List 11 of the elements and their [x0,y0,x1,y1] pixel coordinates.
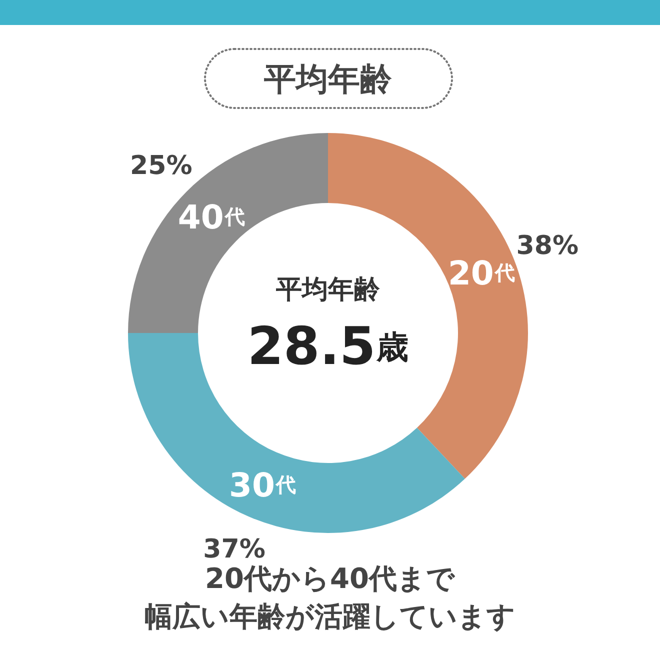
text: 幅広い年齢が活躍しています [144,600,516,633]
slice-label: 40代 [178,196,245,236]
data-label: 37% [203,534,266,565]
chart-title: 平均年齢 [263,60,392,98]
text: 平均年齢 [275,275,381,305]
text: 28.5歳 [247,317,409,377]
data-label: 25% [130,151,192,182]
slice-label: 30代 [229,464,296,504]
text: 20代から40代まで [205,562,456,595]
data-label: 38% [516,231,579,262]
slice-label: 20代 [448,252,515,292]
